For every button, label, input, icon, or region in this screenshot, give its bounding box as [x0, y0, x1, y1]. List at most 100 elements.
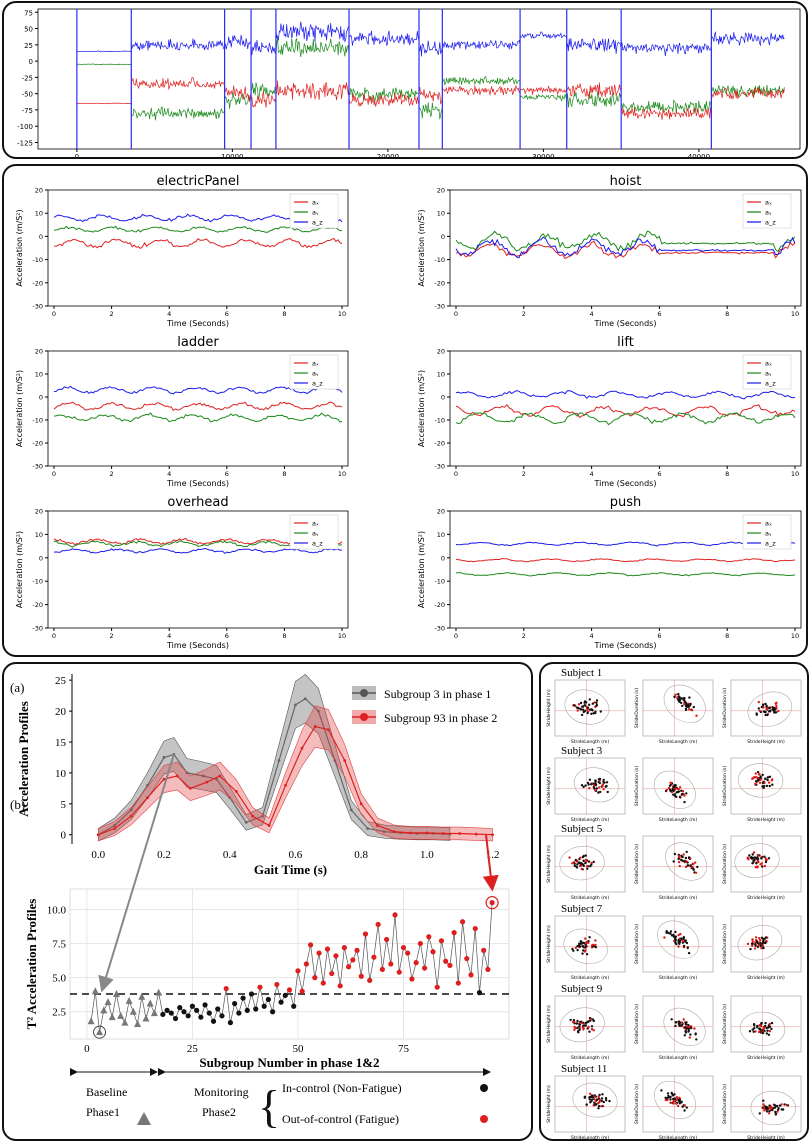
- gait-xtick-label: 1.0: [420, 849, 434, 861]
- fatigue-point: [574, 946, 577, 949]
- normal-point: [771, 783, 774, 786]
- fatigue-point: [587, 1025, 590, 1029]
- scatter-x-label: StrideLength (m): [659, 1055, 697, 1061]
- ytick-label: -10: [32, 578, 43, 586]
- normal-point: [696, 865, 699, 869]
- t2-in-control-point: [476, 990, 483, 996]
- scatter-frame: [642, 1075, 714, 1133]
- control-ellipse: [559, 845, 605, 881]
- t2-in-control-point: [160, 1011, 166, 1018]
- t2-in-control-point: [248, 991, 255, 997]
- t2-connector-line: [90, 902, 493, 1033]
- panel-label-a: (a): [10, 680, 24, 695]
- subject-scatter-plot: StrideLength (m) StrideDuration (s): [634, 757, 714, 823]
- t2-out-of-control-point: [375, 921, 381, 928]
- normal-point: [764, 713, 767, 717]
- scatter-x-label: StrideLength (m): [571, 817, 609, 823]
- t2-phase1-point: [112, 990, 120, 997]
- normal-point: [578, 942, 581, 945]
- t2-out-of-control-point: [299, 988, 305, 994]
- fatigue-point: [675, 1102, 678, 1105]
- normal-point: [574, 858, 577, 862]
- scatter-x-label: StrideLength (m): [659, 895, 697, 901]
- normal-point: [674, 941, 677, 944]
- normal-point: [770, 1021, 774, 1025]
- scatter-x-label: StrideHeight (m): [747, 895, 785, 901]
- scatter-y-label: StrideDuration (s): [634, 766, 640, 806]
- subject-title: Subject 9: [561, 983, 603, 995]
- normal-point: [589, 1019, 592, 1022]
- fatigue-point: [687, 708, 691, 711]
- t2-out-of-control-point: [223, 985, 229, 992]
- normal-point: [768, 1104, 771, 1107]
- normal-point: [685, 941, 689, 945]
- normal-point: [602, 780, 605, 783]
- xtick-label: 8: [725, 310, 729, 318]
- normal-point: [583, 1095, 587, 1098]
- scatter-x-label: StrideHeight (m): [747, 1135, 785, 1141]
- normal-point: [781, 1108, 785, 1111]
- fatigue-point: [694, 861, 697, 864]
- scatter-frame: [730, 915, 802, 973]
- series-line-0: [455, 557, 796, 563]
- monitoring-label: Monitoring: [194, 1085, 249, 1099]
- normal-point: [582, 859, 585, 862]
- scatter-x-label: StrideLength (m): [571, 1135, 609, 1141]
- ytick-label: -30: [434, 625, 445, 633]
- gait-y-axis-label: Acceleration Profiles: [16, 701, 31, 817]
- series-line-2: [53, 385, 343, 395]
- normal-point: [579, 701, 583, 705]
- subject-scatter-plot: StrideLength (m) StrideHeight (m): [546, 995, 626, 1061]
- xtick-label: 6: [657, 310, 661, 318]
- normal-point: [681, 855, 684, 859]
- t2-in-control-point: [282, 992, 288, 998]
- normal-point: [604, 1097, 608, 1100]
- ytick-label: 0: [39, 233, 43, 241]
- plot-frame: [47, 189, 349, 307]
- normal-point: [600, 1097, 604, 1100]
- normal-point: [762, 703, 765, 706]
- normal-point: [766, 1029, 769, 1032]
- normal-point: [575, 865, 578, 868]
- fatigue-point: [747, 858, 750, 861]
- normal-point: [770, 1027, 773, 1031]
- t2-out-of-control-point: [455, 980, 461, 986]
- normal-point: [673, 1097, 676, 1100]
- normal-point: [680, 701, 683, 705]
- normal-point: [748, 854, 751, 857]
- fatigue-point: [677, 860, 681, 864]
- normal-point: [673, 789, 676, 792]
- fatigue-point: [757, 700, 760, 704]
- normal-point: [690, 1026, 693, 1030]
- normal-point: [672, 793, 675, 796]
- fatigue-point: [678, 864, 681, 868]
- normal-point: [765, 1032, 768, 1035]
- scatter-y-label: StrideDuration (s): [634, 688, 640, 728]
- normal-point: [579, 940, 582, 943]
- normal-point: [590, 1095, 593, 1099]
- profile-point: [205, 780, 209, 784]
- scatter-frame: [642, 679, 714, 737]
- fatigue-point: [776, 1110, 779, 1113]
- series-line-0: [455, 240, 796, 260]
- profile-point: [284, 783, 287, 787]
- normal-point: [674, 930, 677, 934]
- fatigue-point: [684, 865, 688, 869]
- fatigue-point: [594, 943, 597, 947]
- normal-point: [755, 712, 758, 715]
- fatigue-point: [682, 853, 685, 856]
- fatigue-point: [588, 1092, 592, 1095]
- xtick-label: 10: [338, 310, 346, 318]
- t2-out-of-control-point: [333, 953, 339, 959]
- xtick-label: 0: [454, 310, 458, 318]
- t2-out-of-control-point: [320, 980, 326, 986]
- fatigue-point: [758, 937, 761, 940]
- profile-point: [202, 774, 205, 778]
- normal-point: [594, 779, 597, 782]
- normal-point: [585, 1021, 588, 1024]
- fatigue-point: [600, 1105, 603, 1108]
- t2-out-of-control-point: [464, 955, 470, 962]
- t2-in-control-point: [232, 1000, 238, 1007]
- t2-out-of-control-point: [303, 961, 309, 967]
- t2-phase1-point: [87, 1017, 95, 1025]
